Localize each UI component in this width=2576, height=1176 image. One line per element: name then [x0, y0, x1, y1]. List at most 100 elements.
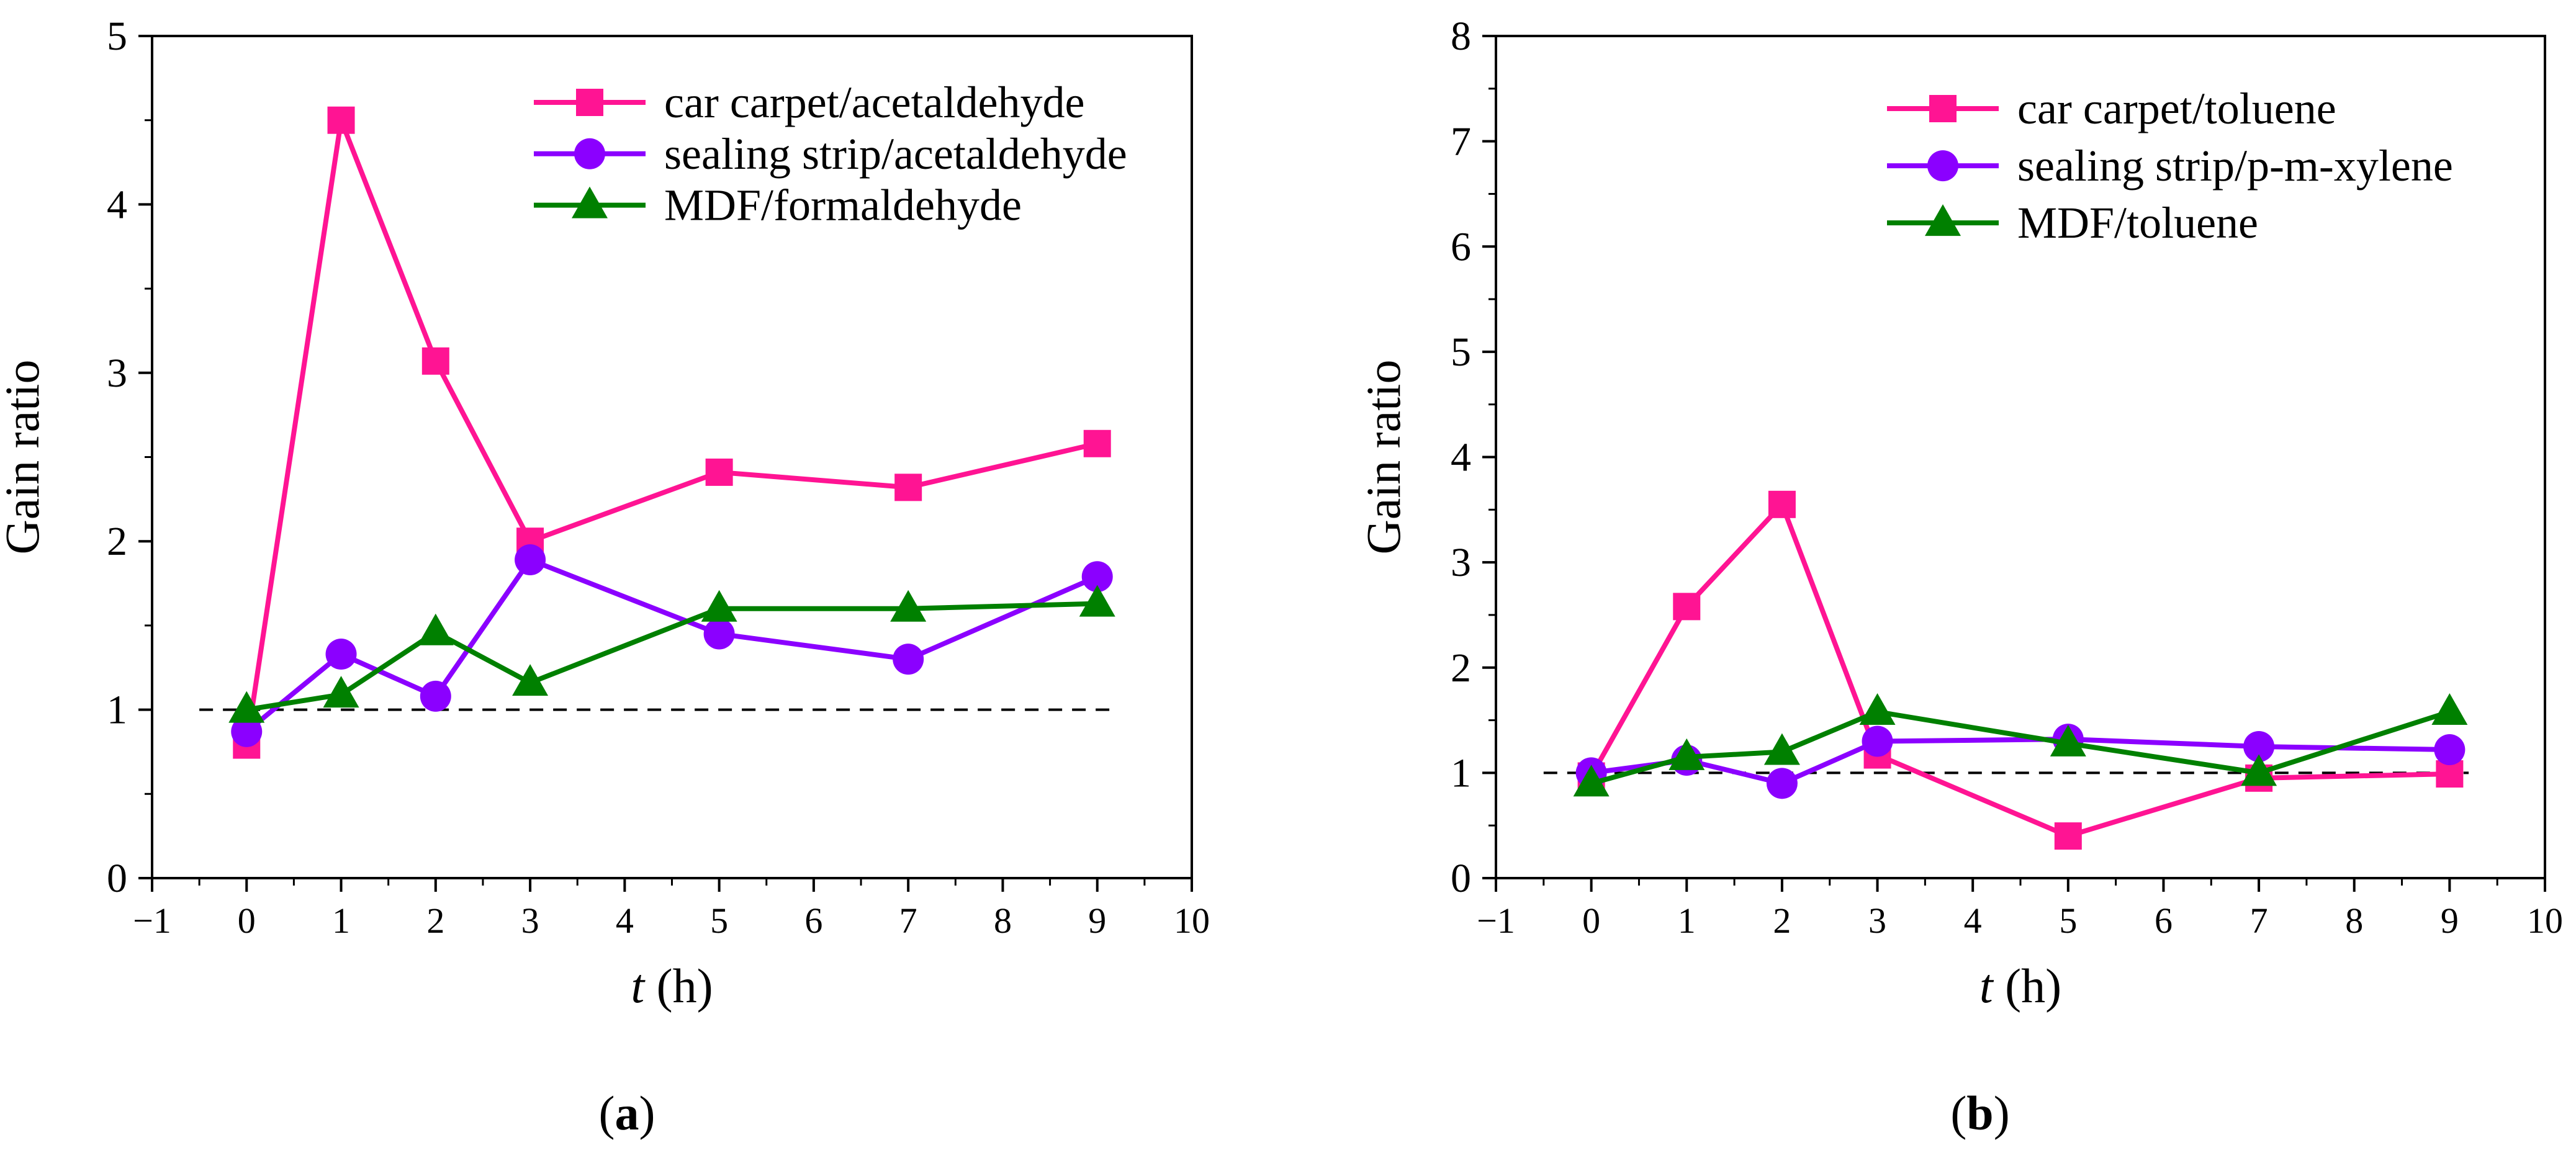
- x-tick-label: 1: [1678, 900, 1696, 941]
- x-axis-variable: t: [631, 959, 646, 1013]
- data-point-sealing-strip-acetaldehyde: [703, 618, 735, 650]
- data-point-mdf-toluene: [2241, 754, 2277, 786]
- y-tick-label: 4: [1451, 435, 1471, 480]
- data-point-mdf-formaldehyde: [512, 664, 549, 696]
- y-tick-label: 6: [1451, 224, 1471, 269]
- x-tick-label: 7: [899, 900, 917, 941]
- data-point-car-carpet-toluene: [1673, 593, 1701, 621]
- caption-close: ): [1994, 1086, 2010, 1140]
- x-tick-label: 3: [1868, 900, 1886, 941]
- legend-marker: [572, 186, 608, 218]
- data-point-sealing-strip-acetaldehyde: [1081, 561, 1113, 593]
- x-axis-unit: (h): [1993, 959, 2061, 1013]
- y-tick-label: 0: [107, 856, 127, 901]
- data-point-sealing-strip-acetaldehyde: [231, 716, 263, 747]
- legend-marker: [1925, 204, 1961, 236]
- legend-item-car-carpet-toluene: car carpet/toluene: [1887, 84, 2336, 133]
- x-tick-label: 6: [804, 900, 822, 941]
- caption-letter: a: [615, 1086, 639, 1140]
- data-point-sealing-strip-acetaldehyde: [325, 639, 357, 670]
- legend-marker: [574, 138, 605, 169]
- data-point-car-carpet-acetaldehyde: [705, 458, 733, 486]
- legend-item-sealing-strip-p-m-xylene: sealing strip/p-m-xylene: [1887, 141, 2453, 191]
- data-point-sealing-strip-p-m-xylene: [1766, 768, 1798, 799]
- data-point-mdf-toluene: [2050, 724, 2086, 756]
- data-point-mdf-formaldehyde: [890, 590, 927, 622]
- x-tick-label: 4: [616, 900, 634, 941]
- x-tick-label: −1: [1477, 900, 1515, 941]
- caption-letter: b: [1966, 1086, 1993, 1140]
- data-point-mdf-toluene: [1669, 738, 1705, 770]
- y-tick-label: 3: [1451, 540, 1471, 585]
- x-tick-label: 7: [2250, 900, 2268, 941]
- legend-marker: [1929, 95, 1957, 122]
- data-point-mdf-formaldehyde: [323, 676, 359, 708]
- data-point-car-carpet-acetaldehyde: [894, 474, 922, 501]
- series-line-mdf-formaldehyde: [246, 601, 1097, 712]
- x-tick-label: 0: [238, 900, 256, 941]
- x-tick-label: 10: [2527, 900, 2563, 941]
- data-point-car-carpet-toluene: [2054, 822, 2082, 850]
- y-tick-label: 2: [107, 519, 127, 564]
- y-tick-label: 1: [107, 688, 127, 733]
- caption-open: (: [599, 1086, 615, 1140]
- data-point-sealing-strip-p-m-xylene: [1862, 725, 1893, 757]
- data-point-sealing-strip-acetaldehyde: [420, 680, 451, 712]
- legend-marker: [576, 89, 603, 116]
- series-line-car-carpet-toluene: [1589, 501, 2450, 839]
- series-car-carpet-toluene: [1577, 490, 2464, 850]
- x-tick-label: 8: [994, 900, 1012, 941]
- data-point-mdf-toluene: [1763, 733, 1800, 765]
- legend-label: MDF/toluene: [2017, 198, 2258, 248]
- x-tick-label: 2: [426, 900, 444, 941]
- x-axis-title: t (h): [1979, 959, 2061, 1013]
- series-mdf-toluene: [1573, 693, 2468, 797]
- y-tick-label: 5: [107, 14, 127, 59]
- x-tick-label: 8: [2345, 900, 2363, 941]
- panel-caption: (b): [1950, 1086, 2009, 1140]
- data-point-mdf-formaldehyde: [228, 691, 265, 723]
- data-point-sealing-strip-acetaldehyde: [515, 544, 546, 576]
- x-tick-label: 5: [2059, 900, 2077, 941]
- legend-label: car carpet/acetaldehyde: [664, 78, 1085, 127]
- caption-open: (: [1950, 1086, 1966, 1140]
- legend-marker: [1927, 150, 1958, 182]
- legend-label: MDF/formaldehyde: [664, 181, 1022, 230]
- legend-label: sealing strip/acetaldehyde: [664, 129, 1127, 179]
- data-point-car-carpet-acetaldehyde: [421, 347, 449, 375]
- y-tick-label: 4: [107, 182, 127, 227]
- x-tick-label: −1: [133, 900, 171, 941]
- legend-item-sealing-strip-acetaldehyde: sealing strip/acetaldehyde: [534, 129, 1127, 179]
- data-point-mdf-toluene: [2431, 693, 2468, 725]
- y-tick-label: 7: [1451, 119, 1471, 164]
- x-tick-label: 5: [710, 900, 728, 941]
- x-tick-label: 9: [1088, 900, 1106, 941]
- data-point-mdf-toluene: [1859, 693, 1896, 725]
- caption-close: ): [639, 1086, 655, 1140]
- panel-caption: (a): [599, 1086, 655, 1140]
- x-tick-label: 1: [332, 900, 350, 941]
- data-point-sealing-strip-acetaldehyde: [893, 644, 924, 675]
- y-axis-title: Gain ratio: [0, 359, 49, 554]
- x-tick-label: 2: [1773, 900, 1791, 941]
- y-axis-title: Gain ratio: [1356, 359, 1410, 554]
- x-tick-label: 9: [2441, 900, 2459, 941]
- data-point-mdf-formaldehyde: [1079, 585, 1115, 617]
- data-point-sealing-strip-p-m-xylene: [2243, 730, 2275, 762]
- x-axis-variable: t: [1979, 959, 1994, 1013]
- y-tick-label: 2: [1451, 645, 1471, 691]
- y-tick-label: 1: [1451, 750, 1471, 796]
- y-tick-label: 8: [1451, 14, 1471, 59]
- legend-item-car-carpet-acetaldehyde: car carpet/acetaldehyde: [534, 78, 1085, 127]
- x-tick-label: 10: [1174, 900, 1210, 941]
- y-tick-label: 0: [1451, 856, 1471, 901]
- series-sealing-strip-acetaldehyde: [231, 544, 1113, 747]
- data-point-car-carpet-acetaldehyde: [327, 106, 355, 134]
- series-line-sealing-strip-acetaldehyde: [245, 557, 1099, 734]
- data-point-sealing-strip-p-m-xylene: [2434, 734, 2466, 766]
- x-tick-label: 0: [1582, 900, 1600, 941]
- legend-item-mdf-formaldehyde: MDF/formaldehyde: [534, 181, 1022, 230]
